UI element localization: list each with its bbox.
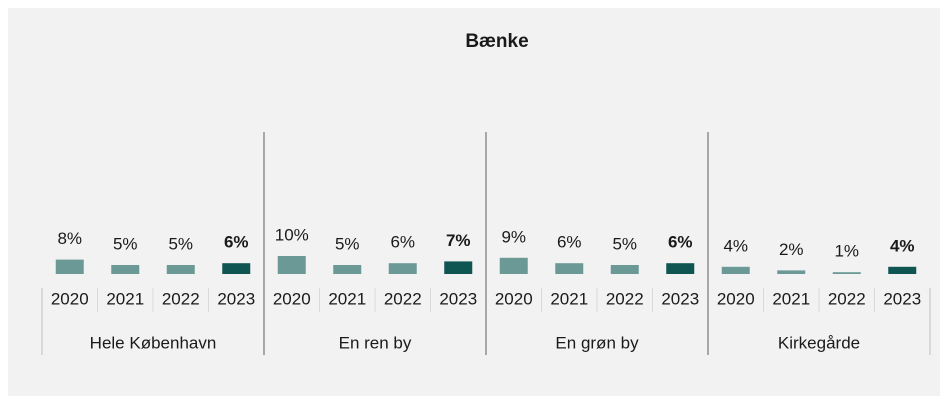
x-tick-label: 2020 (273, 289, 311, 308)
bar (555, 263, 584, 274)
x-tick-label: 2021 (106, 289, 144, 308)
chart-title: Bænke (465, 31, 528, 52)
bar (333, 265, 362, 274)
x-tick-label: 2023 (217, 289, 255, 308)
x-tick-label: 2020 (495, 289, 533, 308)
data-label: 5% (612, 234, 637, 253)
x-tick-label: 2022 (384, 289, 422, 308)
data-label: 7% (446, 231, 471, 250)
x-tick-label: 2023 (439, 289, 477, 308)
data-label: 5% (168, 234, 193, 253)
data-label: 6% (390, 233, 415, 252)
data-label: 8% (57, 229, 82, 248)
x-tick-label: 2021 (550, 289, 588, 308)
data-label: 2% (779, 240, 804, 259)
group-label: En ren by (339, 333, 412, 352)
bar (444, 261, 473, 274)
data-label: 6% (557, 233, 582, 252)
bar (610, 265, 639, 274)
x-tick-label: 2023 (883, 289, 921, 308)
data-label: 4% (723, 236, 748, 255)
x-tick-label: 2020 (51, 289, 89, 308)
x-tick-label: 2022 (162, 289, 200, 308)
data-label: 9% (501, 227, 526, 246)
bar (777, 270, 806, 274)
bar (721, 266, 750, 274)
data-label: 1% (834, 242, 859, 261)
x-tick-label: 2023 (661, 289, 699, 308)
data-label: 6% (224, 233, 249, 252)
bar (666, 263, 695, 274)
data-label: 5% (335, 234, 360, 253)
bar (277, 256, 306, 274)
bar (888, 266, 917, 274)
group-label: Kirkegårde (778, 333, 860, 352)
bar (499, 257, 528, 274)
bar (832, 272, 861, 274)
x-tick-label: 2020 (717, 289, 755, 308)
data-label: 4% (890, 236, 915, 255)
data-label: 10% (275, 225, 309, 244)
bar (111, 265, 140, 274)
x-tick-label: 2022 (606, 289, 644, 308)
x-tick-label: 2021 (328, 289, 366, 308)
group-label: Hele København (90, 333, 217, 352)
bar (222, 263, 251, 274)
data-label: 6% (668, 233, 693, 252)
bar (166, 265, 195, 274)
chart-background (8, 8, 940, 396)
x-tick-label: 2022 (828, 289, 866, 308)
group-label: En grøn by (555, 333, 639, 352)
data-label: 5% (113, 234, 138, 253)
bar (55, 259, 84, 274)
x-tick-label: 2021 (772, 289, 810, 308)
bar (388, 263, 417, 274)
